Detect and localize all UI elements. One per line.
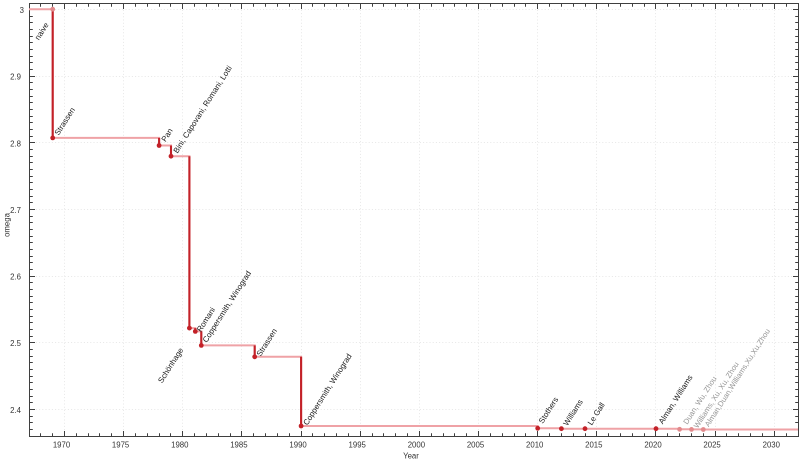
svg-text:2.4: 2.4 [10,406,22,415]
svg-text:1985: 1985 [230,441,248,450]
svg-text:Year: Year [403,452,419,460]
svg-text:2025: 2025 [703,441,721,450]
svg-text:1970: 1970 [53,441,71,450]
svg-text:2030: 2030 [763,441,781,450]
svg-text:1990: 1990 [289,441,307,450]
svg-text:2.5: 2.5 [10,339,22,348]
svg-text:1980: 1980 [171,441,189,450]
svg-text:2015: 2015 [585,441,603,450]
svg-text:2.9: 2.9 [10,73,21,82]
svg-text:2.7: 2.7 [10,206,21,215]
svg-text:2.6: 2.6 [10,273,21,282]
svg-text:2.8: 2.8 [10,139,21,148]
svg-text:2005: 2005 [467,441,485,450]
svg-text:1975: 1975 [112,441,130,450]
svg-text:2000: 2000 [408,441,426,450]
svg-text:2010: 2010 [526,441,544,450]
svg-text:2020: 2020 [644,441,662,450]
svg-text:3: 3 [20,6,24,15]
svg-text:1995: 1995 [349,441,367,450]
svg-text:omega: omega [3,212,12,237]
